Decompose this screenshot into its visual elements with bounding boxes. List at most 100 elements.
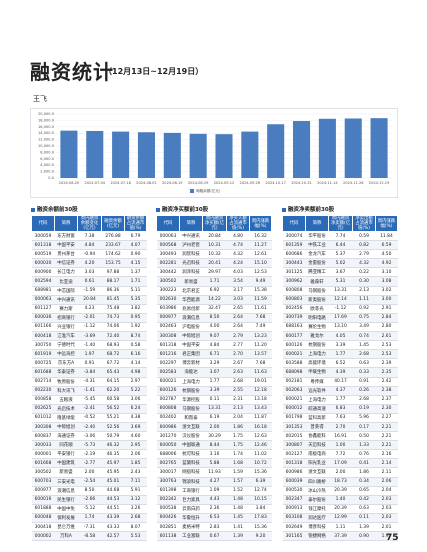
table-cell: 2.77 xyxy=(226,340,250,351)
table-cell: 2.00 xyxy=(77,467,102,478)
table-row: 300739 明阳电路 17.69 0.75 2.84 xyxy=(282,313,398,323)
table-cell: 13.23 xyxy=(249,331,272,342)
table-cell: 腾亚精工 xyxy=(305,267,329,278)
table-cell: 巨力索具 xyxy=(179,495,203,505)
table-cell: 601138 xyxy=(156,531,180,542)
table-cell: 29.97 xyxy=(202,267,227,278)
table-row: 002463 沪电股份 4.00 2.64 7.49 xyxy=(156,322,272,333)
table-cell: 601127 xyxy=(31,304,55,314)
table-cell: 3.03 xyxy=(226,295,250,305)
table-cell: 300807 xyxy=(282,440,306,451)
table-row: 601166 兴业银行 -1.12 74.06 1.92 xyxy=(31,322,147,333)
table-cell: 3.49 xyxy=(352,322,376,333)
table-cell: 蓝科高新 xyxy=(305,413,329,423)
table-title: 融资净买额前30股 xyxy=(156,205,272,215)
x-tick-label: 2024.08.15 xyxy=(162,181,183,185)
table-cell: 2.79 xyxy=(226,331,250,342)
table-row: 300308 中际旭创 9.07 2.79 13.23 xyxy=(156,331,272,342)
table-cell: 上海电力 xyxy=(179,377,203,387)
table-cell: 6.39 xyxy=(249,477,272,487)
table-cell: 蓝黛科技 xyxy=(179,458,203,469)
y-tick-label: 0.0 xyxy=(48,176,54,180)
table-cell: 300418 xyxy=(31,522,55,533)
table-cell: 276.88 xyxy=(101,231,125,242)
table-row: 688163 赛伦生物 13.10 3.49 2.80 xyxy=(282,322,398,333)
table-cell: 0.91 xyxy=(352,377,376,387)
table-cell: 9.07 xyxy=(202,331,227,342)
table-cell: 000002 xyxy=(31,531,55,542)
table-cell: 43.33 xyxy=(101,522,125,533)
table-cell: 比亚迪 xyxy=(54,276,78,287)
table-row: 001318 阳光乳业 17.09 0.41 2.14 xyxy=(282,458,398,469)
table-cell: 600050 xyxy=(156,440,180,451)
table-cell: 3.07 xyxy=(202,367,227,378)
table-row: 600808 马钢股份 13.31 2.13 13.43 xyxy=(156,404,272,414)
table-cell: 华西能源 xyxy=(179,295,203,305)
table-cell: 81.45 xyxy=(101,295,125,305)
table-cell: 2.42 xyxy=(375,377,398,387)
table-cell: 中国平安 xyxy=(179,340,203,351)
table-cell: 1.33 xyxy=(352,440,376,451)
table-cell: 12.63 xyxy=(249,431,272,442)
table-cell: 中国建筑 xyxy=(54,458,78,469)
table-cell: 002281 xyxy=(156,258,180,269)
table-cell: 20.39 xyxy=(328,504,353,514)
y-tick-label: 8,000.0 xyxy=(40,150,54,154)
table-cell: 0.11 xyxy=(202,395,227,405)
table-cell: 88.17 xyxy=(101,276,125,287)
table-cell: 600703 xyxy=(31,477,55,487)
table-row: 002402 和而泰 6.19 2.04 11.87 xyxy=(156,413,272,423)
table-cell: -0.52 xyxy=(77,413,102,423)
table-cell: 金雷股份 xyxy=(305,258,329,269)
table-cell: 5.35 xyxy=(124,295,147,305)
table-cell: 300223 xyxy=(156,286,180,296)
table-cell: 1.86 xyxy=(352,467,376,478)
table-cell: 1.85 xyxy=(124,458,147,469)
table-cell: 15.36 xyxy=(249,522,272,533)
table-cell: 3.67 xyxy=(328,267,353,278)
table-cell: 601688 xyxy=(31,367,55,378)
table-cell: 6.79 xyxy=(124,231,147,242)
column-header: 代码 xyxy=(156,215,180,232)
table-cell: 601888 xyxy=(31,504,55,514)
table-cell: 600803 xyxy=(282,295,306,305)
table-cell: 中际旭创 xyxy=(54,422,78,433)
table-row: 600986 浙文互联 2.00 1.86 16.18 xyxy=(156,422,272,433)
table-cell: 13.18 xyxy=(249,395,272,405)
table-cell: 2.80 xyxy=(375,322,398,333)
table-cell: 600030 xyxy=(31,258,55,269)
table-row: 600021 上海电力 1.77 2.68 19.01 xyxy=(156,377,272,387)
table-cell: 0.19 xyxy=(352,404,376,414)
table-cell: 1.57 xyxy=(226,477,250,487)
table-cell: 16.91 xyxy=(328,431,353,442)
table-cell: 44.53 xyxy=(101,495,125,505)
table-cell: 和而泰 xyxy=(179,413,203,423)
table-cell: 45.97 xyxy=(101,458,125,469)
table-cell: 2.63 xyxy=(226,367,250,378)
table-cell: 13.57 xyxy=(249,349,272,360)
x-tick-label: 2024.10.17 xyxy=(265,181,286,185)
table-cell: 2.65 xyxy=(226,304,250,314)
table-cell: -5.45 xyxy=(77,395,102,405)
table-cell: 16.18 xyxy=(249,422,272,433)
table-row: 300750 宁德时代 -1.40 68.93 0.58 xyxy=(31,340,147,351)
table-cell: 7.38 xyxy=(77,231,102,242)
column-header: 周内融资余额变化(亿元) xyxy=(77,215,102,232)
table-cell: 2.27 xyxy=(375,413,398,423)
table-cell: 13.10 xyxy=(328,322,353,333)
table-cell: 1.11 xyxy=(328,522,353,533)
table-cell: 2.21 xyxy=(375,440,398,451)
table-cell: 11.63 xyxy=(249,367,272,378)
table-cell: 0.91 xyxy=(77,358,102,369)
table-cell: 沪电股份 xyxy=(179,322,203,333)
table-cell: 君正集团 xyxy=(179,349,203,360)
table-cell: 13.31 xyxy=(328,286,353,296)
table-cell: 中国中免 xyxy=(54,504,78,514)
legend-label: 两融余额(亿元) xyxy=(196,188,221,193)
table-row: 600426 华鲁恒升 6.53 1.45 17.83 xyxy=(156,513,272,524)
table-cell: -1.40 xyxy=(77,340,102,351)
table-row: 300763 锦浪科技 4.27 1.57 6.39 xyxy=(156,477,272,487)
table-cell: 688163 xyxy=(282,322,306,333)
table-cell: 1.00 xyxy=(328,440,353,451)
table-cell: 000858 xyxy=(31,395,55,405)
